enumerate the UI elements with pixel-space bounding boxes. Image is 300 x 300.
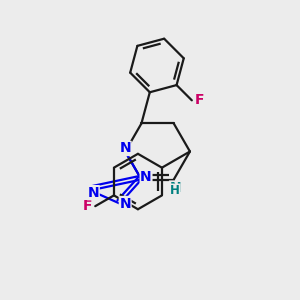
Text: F: F <box>195 93 204 107</box>
Text: N: N <box>119 196 131 211</box>
Text: F: F <box>83 199 92 213</box>
Text: H: H <box>170 184 180 197</box>
Text: N: N <box>140 170 152 184</box>
Text: N: N <box>169 181 181 195</box>
Text: N: N <box>119 141 131 155</box>
Text: N: N <box>88 186 99 200</box>
